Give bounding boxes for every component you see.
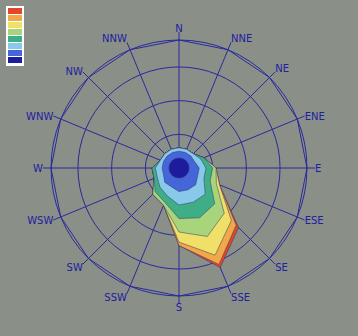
svg-text:NNW: NNW	[102, 33, 127, 44]
svg-text:ESE: ESE	[305, 215, 324, 226]
svg-text:SSE: SSE	[231, 292, 250, 303]
svg-text:NW: NW	[65, 66, 82, 77]
svg-text:S: S	[176, 302, 182, 313]
svg-text:SE: SE	[275, 262, 288, 273]
svg-text:E: E	[315, 163, 321, 174]
svg-text:WNW: WNW	[26, 111, 53, 122]
svg-text:NE: NE	[275, 63, 289, 74]
svg-text:N: N	[175, 23, 182, 34]
svg-text:SW: SW	[67, 262, 83, 273]
svg-text:NNE: NNE	[231, 33, 252, 44]
svg-text:SSW: SSW	[104, 292, 127, 303]
svg-text:WSW: WSW	[27, 215, 53, 226]
svg-text:ENE: ENE	[305, 111, 325, 122]
svg-text:W: W	[33, 163, 43, 174]
